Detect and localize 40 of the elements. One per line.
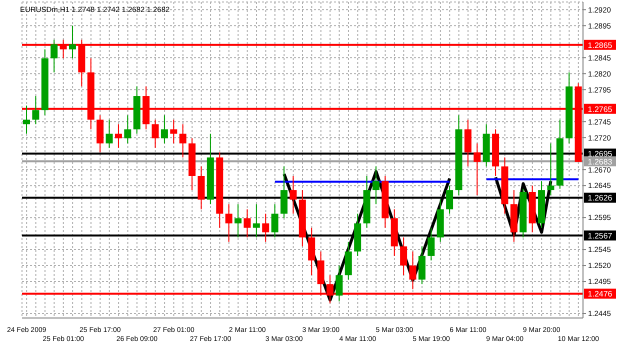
candlestick xyxy=(50,39,58,73)
candlestick xyxy=(68,25,76,59)
ref-line-label: 1.2683 xyxy=(588,157,613,166)
ref-line-label: 1.2695 xyxy=(588,150,613,159)
candlestick xyxy=(271,204,278,238)
ref-line-label: 1.2476 xyxy=(588,290,613,299)
candlestick xyxy=(344,241,352,280)
candlestick xyxy=(409,250,416,290)
candlestick xyxy=(252,204,260,238)
candlestick xyxy=(464,119,472,167)
candlestick xyxy=(308,227,316,276)
ref-line-label: 1.2626 xyxy=(588,194,613,203)
candlestick xyxy=(23,105,30,134)
ref-line-label: 1.2567 xyxy=(588,231,613,240)
candlestick xyxy=(400,236,408,276)
candlestick xyxy=(160,114,168,144)
candlestick xyxy=(280,166,288,219)
candlestick xyxy=(32,96,40,125)
candlestick xyxy=(244,208,251,238)
candlestick xyxy=(428,227,435,261)
candlestick xyxy=(170,119,178,144)
candlestick xyxy=(474,142,481,196)
candlestick xyxy=(152,119,159,148)
candlestick xyxy=(262,213,270,242)
candlestick xyxy=(446,185,454,214)
candlestick xyxy=(336,265,343,302)
candlestick xyxy=(225,204,232,242)
candlestick xyxy=(290,175,297,214)
candlestick xyxy=(234,204,242,238)
ref-line-label: 1.2765 xyxy=(588,104,613,114)
candlestick xyxy=(106,119,113,148)
candlestick xyxy=(114,124,122,148)
candlestick xyxy=(179,124,186,158)
ref-line-label: 1.2865 xyxy=(588,40,613,50)
candlestick xyxy=(372,166,380,205)
candlestick xyxy=(418,246,426,285)
candlestick xyxy=(198,166,205,210)
candlestick xyxy=(124,114,132,144)
candlestick xyxy=(547,142,554,196)
candlestick xyxy=(96,114,104,153)
